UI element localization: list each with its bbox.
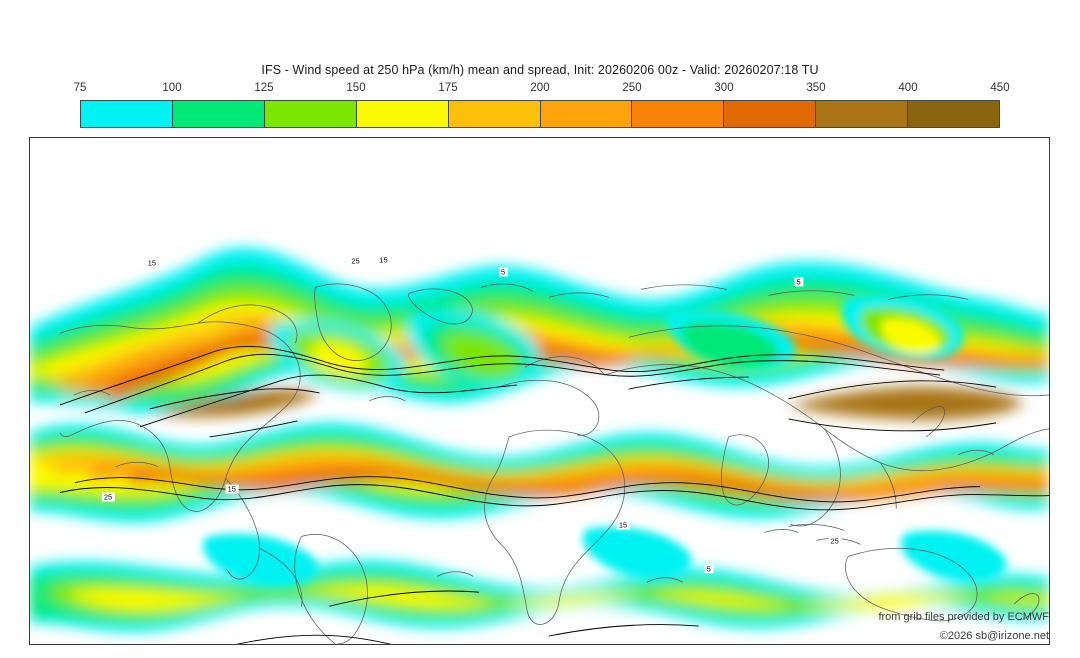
colorbar-tick-100: 100 <box>162 82 182 94</box>
svg-text:5: 5 <box>707 564 711 573</box>
contour-labels: 15 25 15 15 25 15 25 5 5 5 <box>101 256 842 573</box>
colorbar-segment-9 <box>908 101 1000 127</box>
colorbar: 75 100 125 150 175 200 250 300 350 400 450 <box>74 82 1010 128</box>
colorbar-segment-6 <box>632 101 725 127</box>
svg-text:15: 15 <box>619 520 627 529</box>
colorbar-segment-1 <box>172 101 265 127</box>
colorbar-segment-5 <box>540 101 633 127</box>
colorbar-segment-2 <box>264 101 357 127</box>
colorbar-swatches <box>80 100 1000 128</box>
coastlines <box>59 283 1049 644</box>
colorbar-segment-7 <box>724 101 817 127</box>
colorbar-segment-4 <box>448 101 541 127</box>
map-panel[interactable]: 15 25 15 15 25 15 25 5 5 5 <box>29 137 1050 645</box>
svg-text:25: 25 <box>351 257 359 266</box>
colorbar-tick-350: 350 <box>806 82 826 94</box>
colorbar-segment-8 <box>816 101 909 127</box>
colorbar-segment-3 <box>356 101 449 127</box>
colorbar-tick-labels: 75 100 125 150 175 200 250 300 350 400 450 <box>74 82 1010 98</box>
svg-text:5: 5 <box>796 277 800 286</box>
colorbar-segment-0 <box>81 101 173 127</box>
windspeed-detail <box>202 294 1007 587</box>
colorbar-tick-400: 400 <box>898 82 918 94</box>
colorbar-tick-300: 300 <box>714 82 734 94</box>
wind-speed-map: 15 25 15 15 25 15 25 5 5 5 <box>30 138 1049 644</box>
svg-text:25: 25 <box>830 536 838 545</box>
svg-text:5: 5 <box>501 267 505 276</box>
colorbar-tick-450: 450 <box>990 82 1010 94</box>
colorbar-tick-175: 175 <box>438 82 458 94</box>
page-title: IFS - Wind speed at 250 hPa (km/h) mean … <box>261 63 819 77</box>
spread-contours <box>59 345 1049 644</box>
colorbar-tick-150: 150 <box>346 82 366 94</box>
svg-text:25: 25 <box>104 493 112 502</box>
colorbar-tick-75: 75 <box>73 82 87 94</box>
colorbar-tick-250: 250 <box>622 82 642 94</box>
data-source-credit: from grib files provided by ECMWF <box>878 611 1049 623</box>
svg-text:15: 15 <box>228 485 236 494</box>
copyright-credit: ©2026 sb@irizone.net <box>939 630 1049 642</box>
svg-text:15: 15 <box>379 256 387 265</box>
colorbar-tick-200: 200 <box>530 82 550 94</box>
colorbar-tick-125: 125 <box>254 82 274 94</box>
svg-text:15: 15 <box>148 259 156 268</box>
